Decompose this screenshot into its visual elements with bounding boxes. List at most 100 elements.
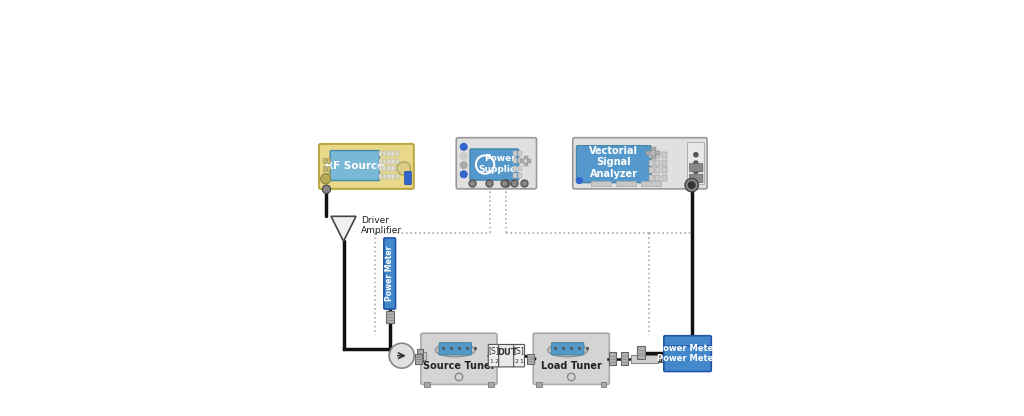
FancyBboxPatch shape xyxy=(552,343,584,355)
Bar xyxy=(655,160,660,166)
Bar xyxy=(379,151,382,156)
Bar xyxy=(601,382,606,387)
Circle shape xyxy=(694,178,698,182)
Text: Driver
Amplifier: Driver Amplifier xyxy=(361,216,402,235)
FancyBboxPatch shape xyxy=(457,138,537,189)
Bar xyxy=(520,159,524,163)
Text: Power Meter: Power Meter xyxy=(385,246,394,301)
Bar xyxy=(379,159,382,164)
Circle shape xyxy=(461,162,467,168)
Circle shape xyxy=(685,178,698,192)
Bar xyxy=(387,151,390,156)
Text: DUT: DUT xyxy=(497,348,516,357)
FancyBboxPatch shape xyxy=(384,238,395,309)
Bar xyxy=(527,159,531,163)
FancyBboxPatch shape xyxy=(527,354,535,364)
Bar xyxy=(395,174,398,179)
Text: Power
Supplies: Power Supplies xyxy=(478,154,521,173)
Bar xyxy=(649,167,654,173)
Bar xyxy=(631,354,657,363)
Ellipse shape xyxy=(548,344,588,357)
Bar xyxy=(389,352,392,360)
FancyBboxPatch shape xyxy=(415,354,422,364)
Circle shape xyxy=(694,153,698,157)
Bar xyxy=(649,152,654,158)
Bar xyxy=(646,151,651,155)
FancyBboxPatch shape xyxy=(488,344,499,367)
FancyBboxPatch shape xyxy=(689,163,702,172)
Bar xyxy=(328,166,330,171)
Circle shape xyxy=(323,185,331,193)
Bar xyxy=(328,158,330,163)
FancyBboxPatch shape xyxy=(609,352,616,365)
Bar xyxy=(650,155,655,159)
Bar xyxy=(513,151,517,156)
FancyBboxPatch shape xyxy=(572,138,708,189)
FancyBboxPatch shape xyxy=(664,346,712,371)
Bar xyxy=(324,166,326,171)
FancyBboxPatch shape xyxy=(577,146,651,183)
Bar xyxy=(657,355,670,362)
Bar xyxy=(641,181,660,186)
Bar xyxy=(655,152,660,158)
Bar xyxy=(518,158,522,163)
Bar xyxy=(518,151,522,156)
FancyBboxPatch shape xyxy=(499,344,514,367)
Text: Source Tuner: Source Tuner xyxy=(423,361,496,371)
Bar xyxy=(650,146,655,151)
FancyBboxPatch shape xyxy=(534,333,609,384)
Bar xyxy=(387,159,390,164)
FancyBboxPatch shape xyxy=(687,142,705,185)
FancyBboxPatch shape xyxy=(621,352,628,365)
Circle shape xyxy=(461,153,467,159)
FancyBboxPatch shape xyxy=(330,151,380,181)
Bar xyxy=(391,174,394,179)
FancyBboxPatch shape xyxy=(664,336,712,361)
Bar xyxy=(662,152,667,158)
Bar xyxy=(523,163,527,166)
Bar xyxy=(488,382,495,387)
Bar xyxy=(513,166,517,171)
Bar xyxy=(383,151,386,156)
Text: 1: 1 xyxy=(519,359,523,364)
Text: Vectorial
Signal
Analyzer: Vectorial Signal Analyzer xyxy=(589,146,638,179)
FancyBboxPatch shape xyxy=(319,144,414,189)
Text: 2: 2 xyxy=(495,359,499,364)
Bar xyxy=(662,160,667,166)
Text: Power Meter: Power Meter xyxy=(657,354,718,363)
FancyBboxPatch shape xyxy=(470,149,518,180)
Text: 2: 2 xyxy=(515,359,518,364)
Circle shape xyxy=(694,161,698,165)
Circle shape xyxy=(577,178,583,183)
Bar xyxy=(379,174,382,179)
Bar xyxy=(654,151,659,155)
Bar xyxy=(662,167,667,173)
Bar xyxy=(391,151,394,156)
Text: Load Tuner: Load Tuner xyxy=(541,361,602,371)
Bar xyxy=(649,160,654,166)
Bar xyxy=(518,166,522,171)
Circle shape xyxy=(688,182,695,188)
Bar xyxy=(391,159,394,164)
Bar xyxy=(662,175,667,181)
FancyBboxPatch shape xyxy=(439,343,471,355)
Bar xyxy=(391,166,394,171)
Circle shape xyxy=(397,162,411,175)
Bar xyxy=(655,175,660,181)
Text: RF Source: RF Source xyxy=(326,161,385,171)
Bar xyxy=(324,158,326,163)
Bar xyxy=(649,175,654,181)
Bar xyxy=(383,166,386,171)
Bar xyxy=(383,159,386,164)
Text: [S]: [S] xyxy=(488,347,499,356)
Text: 1: 1 xyxy=(489,359,494,364)
Bar xyxy=(379,166,382,171)
Bar xyxy=(513,158,517,163)
Ellipse shape xyxy=(435,344,475,357)
Circle shape xyxy=(694,169,698,173)
Bar xyxy=(387,174,390,179)
Bar xyxy=(383,174,386,179)
Bar xyxy=(328,173,330,178)
FancyBboxPatch shape xyxy=(514,344,524,367)
Bar xyxy=(523,156,527,159)
